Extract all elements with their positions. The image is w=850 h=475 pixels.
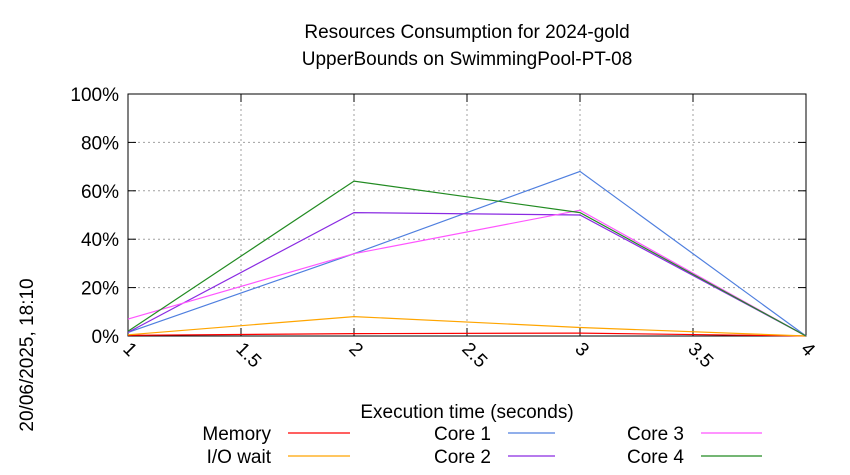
legend-label-memory: Memory [202, 424, 271, 445]
series-lines [127, 170, 807, 337]
y-tick-label: 20% [81, 279, 119, 300]
y-tick-labels: 0% 20% 40% 60% 80% 100% [70, 85, 119, 348]
y-tick-label: 100% [70, 85, 119, 106]
grid-lines [127, 93, 807, 337]
series-line-core-3 [127, 209, 807, 337]
timestamp-label: 20/06/2025, 18:10 [17, 278, 38, 431]
x-tick-label: 2.5 [457, 339, 491, 373]
y-tick-label: 80% [81, 133, 119, 154]
series-line-memory [127, 332, 807, 337]
legend-label-core-4: Core 4 [627, 447, 684, 468]
legend-label-i-o-wait: I/O wait [207, 447, 272, 468]
legend-label-core-2: Core 2 [434, 447, 491, 468]
series-line-i-o-wait [127, 315, 807, 337]
series-line-core-2 [127, 211, 807, 337]
x-tick-label: 3 [570, 339, 592, 361]
legend-label-core-3: Core 3 [627, 424, 684, 445]
x-tick-label: 3.5 [683, 339, 717, 373]
chart-title: Resources Consumption for 2024-gold [304, 22, 629, 43]
series-line-core-4 [127, 180, 807, 337]
x-tick-label: 1 [118, 339, 140, 361]
x-tick-label: 4 [796, 339, 819, 362]
y-tick-label: 0% [92, 327, 120, 348]
x-tick-labels: 1 1.5 2 2.5 3 3.5 4 [118, 339, 819, 373]
x-tick-label: 2 [344, 339, 366, 361]
y-tick-label: 40% [81, 230, 119, 251]
x-axis-label: Execution time (seconds) [360, 402, 573, 423]
series-line-core-1 [127, 170, 807, 337]
y-tick-label: 60% [81, 182, 119, 203]
chart-subtitle: UpperBounds on SwimmingPool-PT-08 [302, 49, 633, 70]
x-tick-label: 1.5 [231, 339, 265, 373]
legend-label-core-1: Core 1 [434, 424, 491, 445]
